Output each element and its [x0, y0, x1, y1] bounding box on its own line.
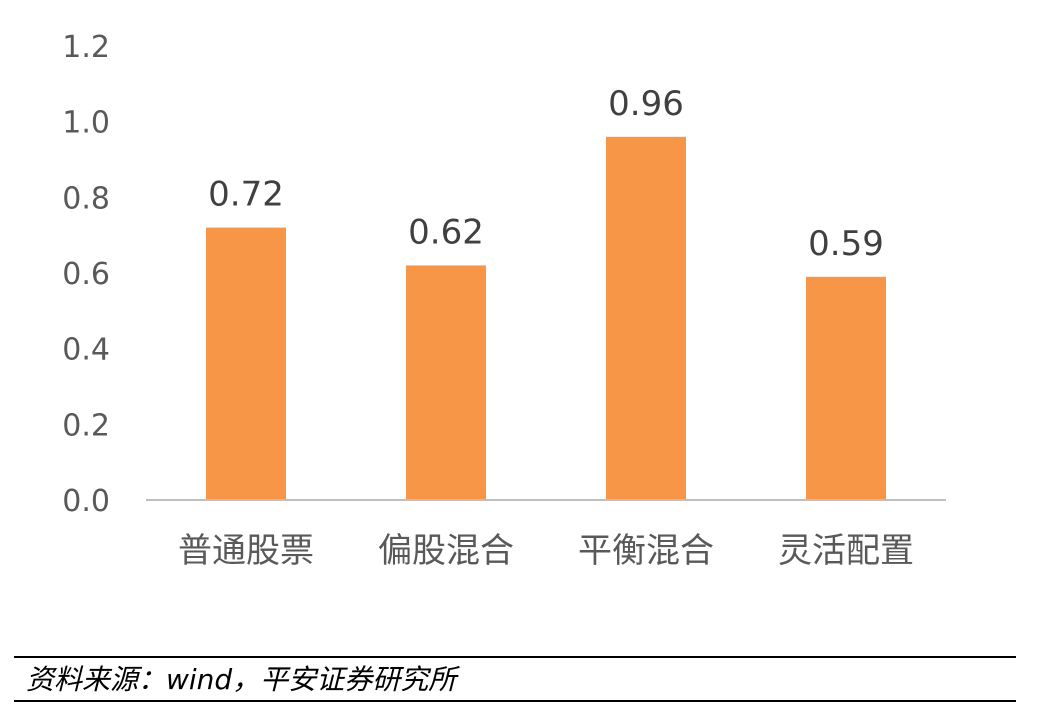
source-note: 资料来源：wind，平安证券研究所: [14, 656, 1016, 702]
category-label: 平衡混合: [578, 531, 714, 571]
y-tick-label: 1.2: [62, 30, 110, 65]
y-tick-label: 1.0: [62, 106, 110, 141]
data-label: 0.62: [408, 212, 484, 252]
y-tick-label: 0.4: [62, 333, 110, 368]
data-labels: 0.72 0.62 0.96 0.59: [208, 84, 884, 264]
y-axis-ticks: 0.0 0.2 0.4 0.6 0.8 1.0 1.2: [62, 30, 110, 519]
source-text: 资料来源：wind，平安证券研究所: [26, 663, 457, 696]
y-tick-label: 0.8: [62, 181, 110, 216]
category-label: 偏股混合: [378, 531, 514, 571]
bar: [606, 136, 686, 501]
y-tick-label: 0.0: [62, 484, 110, 519]
bar-chart: 0.0 0.2 0.4 0.6 0.8 1.0 1.2 0.72 0.62 0.96 0.59 普…: [62, 30, 946, 571]
data-label: 0.96: [608, 84, 684, 124]
y-tick-label: 0.6: [62, 257, 110, 292]
bars: [206, 136, 886, 501]
bar: [806, 276, 886, 500]
bar: [406, 265, 486, 500]
bar: [206, 227, 286, 500]
data-label: 0.59: [808, 224, 884, 264]
x-axis-category-labels: 普通股票 偏股混合 平衡混合 灵活配置: [178, 531, 914, 571]
data-label: 0.72: [208, 175, 284, 215]
category-label: 普通股票: [178, 531, 314, 571]
y-tick-label: 0.2: [62, 408, 110, 443]
category-label: 灵活配置: [778, 531, 914, 571]
